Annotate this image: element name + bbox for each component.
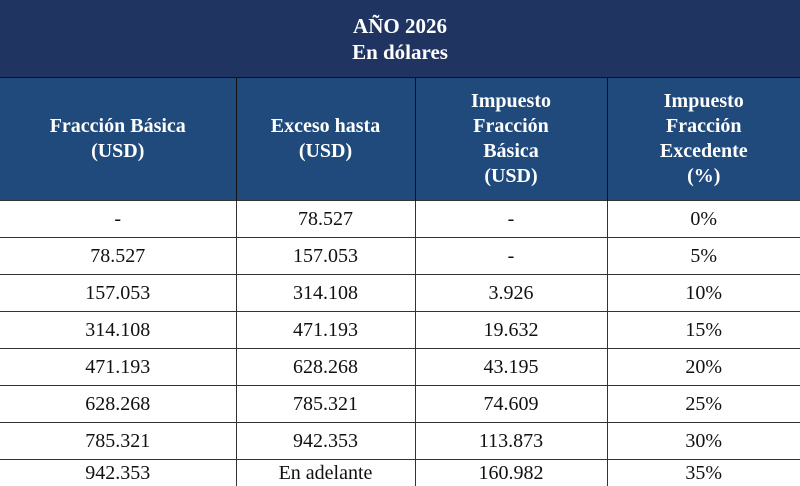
table-cell: 20%	[607, 349, 800, 386]
column-header-line: Impuesto	[608, 89, 800, 114]
column-header: Fracción Básica(USD)	[0, 78, 236, 201]
table-cell: 78.527	[236, 201, 415, 238]
table-cell: 74.609	[415, 386, 607, 423]
table-cell: 10%	[607, 275, 800, 312]
column-header-line: Fracción	[416, 114, 607, 139]
table-title: AÑO 2026 En dólares	[0, 0, 800, 78]
column-header-line: (%)	[608, 164, 800, 189]
column-header-line: Impuesto	[416, 89, 607, 114]
column-header-line: Fracción Básica	[0, 114, 236, 139]
table-cell: 157.053	[0, 275, 236, 312]
table-cell: 3.926	[415, 275, 607, 312]
table-cell: 628.268	[0, 386, 236, 423]
table-cell: 30%	[607, 423, 800, 460]
column-header: Exceso hasta(USD)	[236, 78, 415, 201]
column-header-line: Básica	[416, 139, 607, 164]
table-cell: 942.353	[0, 460, 236, 486]
header-row: Fracción Básica(USD)Exceso hasta(USD)Imp…	[0, 78, 800, 201]
column-header-line: (USD)	[237, 139, 415, 164]
column-header-line: (USD)	[416, 164, 607, 189]
column-header-line: Fracción	[608, 114, 800, 139]
table-cell: 0%	[607, 201, 800, 238]
column-header-line: Exceso hasta	[237, 114, 415, 139]
table-cell: 471.193	[236, 312, 415, 349]
table-cell: 25%	[607, 386, 800, 423]
table-cell: 314.108	[236, 275, 415, 312]
title-year: AÑO 2026	[0, 13, 800, 39]
table-cell: En adelante	[236, 460, 415, 486]
table-cell: -	[0, 201, 236, 238]
table-cell: -	[415, 238, 607, 275]
column-header-line: Excedente	[608, 139, 800, 164]
table-cell: 35%	[607, 460, 800, 486]
table-cell: 15%	[607, 312, 800, 349]
table-cell: 5%	[607, 238, 800, 275]
table-cell: 43.195	[415, 349, 607, 386]
column-header-line: (USD)	[0, 139, 236, 164]
table-cell: 78.527	[0, 238, 236, 275]
table-cell: 314.108	[0, 312, 236, 349]
table-cell: 471.193	[0, 349, 236, 386]
table-cell: 785.321	[0, 423, 236, 460]
table-cell: 942.353	[236, 423, 415, 460]
table-row: -78.527-0%	[0, 201, 800, 238]
table-cell: 19.632	[415, 312, 607, 349]
table-cell: 113.873	[415, 423, 607, 460]
table-cell: -	[415, 201, 607, 238]
title-currency: En dólares	[0, 39, 800, 65]
table-cell: 628.268	[236, 349, 415, 386]
table-cell: 160.982	[415, 460, 607, 486]
table-cell: 157.053	[236, 238, 415, 275]
table-cell: 785.321	[236, 386, 415, 423]
